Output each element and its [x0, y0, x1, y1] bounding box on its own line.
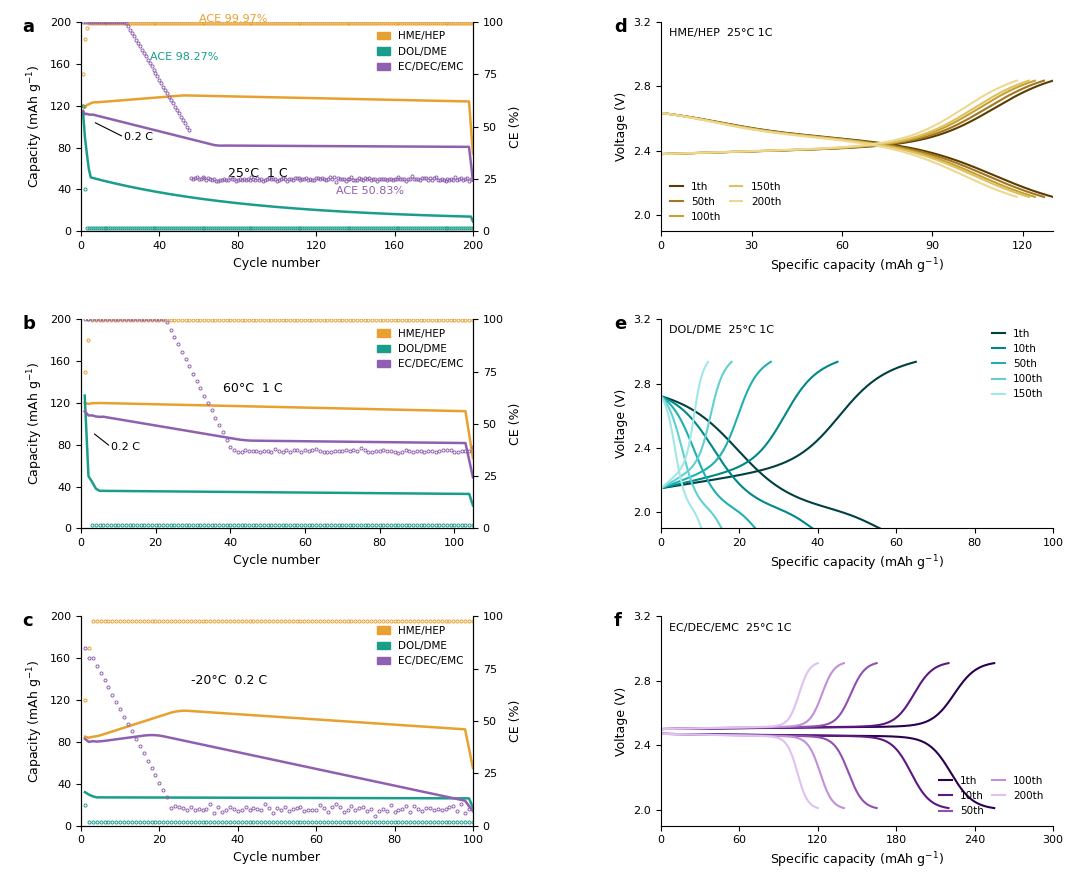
- Y-axis label: CE (%): CE (%): [509, 403, 523, 445]
- Y-axis label: Capacity (mAh g$^{-1}$): Capacity (mAh g$^{-1}$): [25, 65, 44, 188]
- Y-axis label: CE (%): CE (%): [509, 105, 523, 147]
- Y-axis label: Capacity (mAh g$^{-1}$): Capacity (mAh g$^{-1}$): [25, 362, 44, 486]
- Y-axis label: Capacity (mAh g$^{-1}$): Capacity (mAh g$^{-1}$): [25, 660, 44, 782]
- Legend: HME/HEP, DOL/DME, EC/DEC/EMC: HME/HEP, DOL/DME, EC/DEC/EMC: [373, 27, 468, 76]
- X-axis label: Specific capacity (mAh g$^{-1}$): Specific capacity (mAh g$^{-1}$): [770, 851, 944, 871]
- Text: ACE 99.97%: ACE 99.97%: [199, 14, 267, 24]
- Text: 60°C  1 C: 60°C 1 C: [222, 382, 283, 396]
- Legend: HME/HEP, DOL/DME, EC/DEC/EMC: HME/HEP, DOL/DME, EC/DEC/EMC: [373, 622, 468, 670]
- Text: a: a: [23, 18, 35, 36]
- X-axis label: Cycle number: Cycle number: [233, 851, 321, 864]
- Y-axis label: CE (%): CE (%): [509, 700, 523, 743]
- Text: f: f: [615, 612, 622, 630]
- Legend: HME/HEP, DOL/DME, EC/DEC/EMC: HME/HEP, DOL/DME, EC/DEC/EMC: [373, 324, 468, 374]
- Text: EC/DEC/EMC  25°C 1C: EC/DEC/EMC 25°C 1C: [669, 623, 792, 632]
- Text: 0.2 C: 0.2 C: [111, 442, 140, 452]
- Text: c: c: [23, 612, 32, 630]
- Legend: 1th, 50th, 100th, 150th, 200th: 1th, 50th, 100th, 150th, 200th: [666, 177, 785, 226]
- Text: DOL/DME  25°C 1C: DOL/DME 25°C 1C: [669, 326, 774, 336]
- Y-axis label: Voltage (V): Voltage (V): [615, 389, 627, 458]
- X-axis label: Specific capacity (mAh g$^{-1}$): Specific capacity (mAh g$^{-1}$): [770, 257, 944, 276]
- Y-axis label: Voltage (V): Voltage (V): [615, 92, 627, 162]
- Y-axis label: Voltage (V): Voltage (V): [615, 686, 627, 756]
- Text: ACE 50.83%: ACE 50.83%: [336, 185, 404, 196]
- Legend: 1th, 10th, 50th, 100th, 200th: 1th, 10th, 50th, 100th, 200th: [935, 772, 1048, 820]
- X-axis label: Cycle number: Cycle number: [233, 257, 321, 269]
- Text: HME/HEP  25°C 1C: HME/HEP 25°C 1C: [669, 28, 772, 38]
- Text: 0.2 C: 0.2 C: [124, 132, 153, 142]
- Text: ACE 98.27%: ACE 98.27%: [150, 52, 218, 62]
- Text: -20°C  0.2 C: -20°C 0.2 C: [191, 675, 267, 687]
- X-axis label: Specific capacity (mAh g$^{-1}$): Specific capacity (mAh g$^{-1}$): [770, 554, 944, 573]
- Legend: 1th, 10th, 50th, 100th, 150th: 1th, 10th, 50th, 100th, 150th: [988, 324, 1048, 404]
- Text: d: d: [615, 18, 626, 36]
- Text: 25°C  1 C: 25°C 1 C: [228, 167, 287, 180]
- X-axis label: Cycle number: Cycle number: [233, 554, 321, 567]
- Text: e: e: [615, 315, 626, 333]
- Text: b: b: [23, 315, 35, 333]
